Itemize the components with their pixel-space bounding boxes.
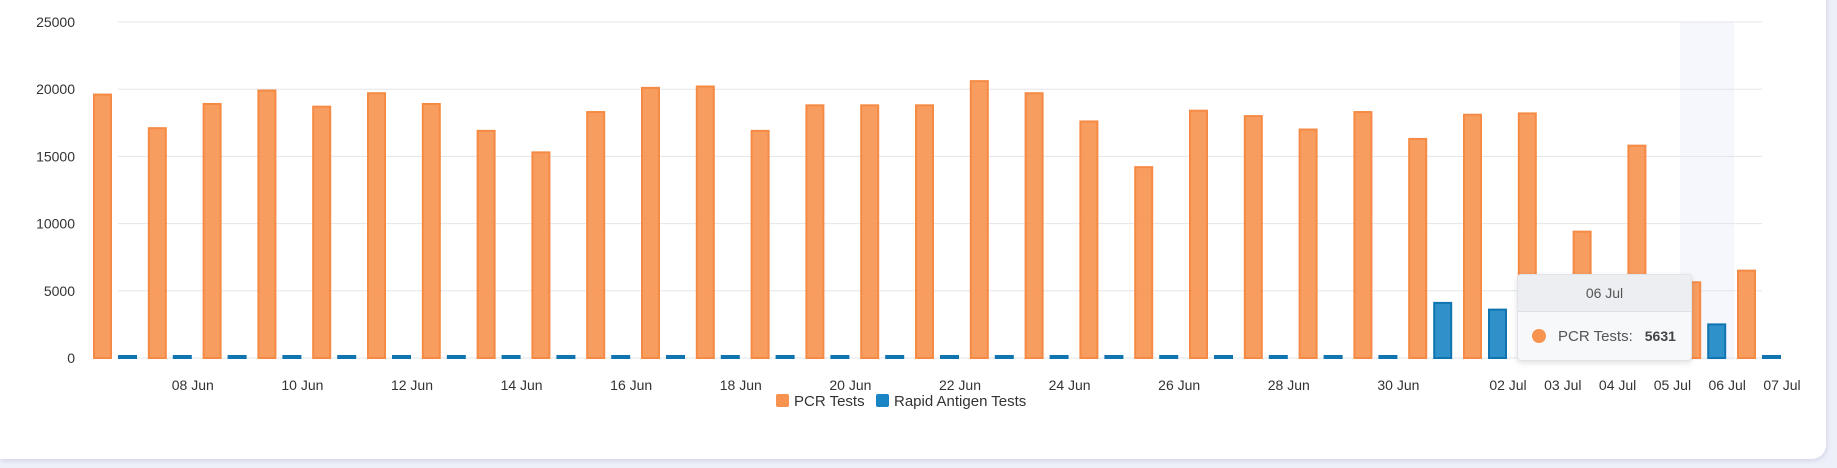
- rapid-bar-07-jun[interactable]: [118, 354, 137, 360]
- rapid-bar-28-jun[interactable]: [1268, 354, 1288, 360]
- pcr-bar-07-jun[interactable]: [93, 93, 112, 360]
- rapid-bar-17-jun[interactable]: [666, 354, 685, 360]
- rapid-bar-26-jun[interactable]: [1159, 354, 1179, 360]
- pcr-bar-12-jun[interactable]: [367, 92, 386, 360]
- x-tick-label: 08 Jun: [172, 377, 214, 393]
- x-tick-label: 16 Jun: [610, 377, 652, 393]
- y-tick-label: 10000: [36, 216, 75, 232]
- x-tick-label: 04 Jul: [1599, 377, 1636, 393]
- pcr-bar-26-jun[interactable]: [1134, 166, 1154, 359]
- x-tick-label: 10 Jun: [281, 377, 323, 393]
- pcr-bar-14-jun[interactable]: [476, 129, 496, 359]
- pcr-bar-15-jun[interactable]: [531, 151, 551, 359]
- pcr-bar-10-jun[interactable]: [257, 89, 277, 359]
- rapid-bar-18-jun[interactable]: [720, 354, 740, 360]
- rapid-bar-22-jun[interactable]: [940, 354, 959, 360]
- tooltip-value: 5631: [1644, 328, 1676, 344]
- rapid-bar-12-jun[interactable]: [392, 354, 411, 360]
- y-tick-label: 15000: [36, 148, 75, 164]
- pcr-bar-13-jun[interactable]: [421, 102, 441, 360]
- rapid-bar-11-jun[interactable]: [337, 354, 357, 360]
- x-tick-label: 05 Jul: [1654, 377, 1691, 393]
- x-tick-label: 02 Jul: [1489, 377, 1526, 393]
- x-tick-label: 06 Jul: [1709, 377, 1746, 393]
- x-tick-label: 30 Jun: [1377, 377, 1419, 393]
- tooltip-series-label: PCR Tests:: [1558, 327, 1633, 345]
- pcr-bar-27-jun[interactable]: [1189, 109, 1208, 360]
- pcr-bar-24-jun[interactable]: [1024, 92, 1044, 360]
- x-tick-label: 20 Jun: [829, 377, 871, 393]
- rapid-bar-15-jun[interactable]: [556, 354, 576, 360]
- pcr-bar-11-jun[interactable]: [312, 105, 332, 359]
- pcr-bar-09-jun[interactable]: [202, 102, 222, 360]
- pcr-bar-30-jun[interactable]: [1353, 111, 1373, 359]
- pcr-bar-18-jun[interactable]: [695, 85, 715, 360]
- x-tick-label: 14 Jun: [501, 377, 543, 393]
- y-tick-label: 5000: [44, 283, 75, 299]
- pcr-bar-01-jul[interactable]: [1408, 137, 1428, 359]
- rapid-bar-07-jul[interactable]: [1762, 354, 1781, 360]
- rapid-bar-14-jun[interactable]: [501, 354, 521, 360]
- x-tick-label: 12 Jun: [391, 377, 433, 393]
- pcr-bar-28-jun[interactable]: [1243, 115, 1263, 359]
- rapid-bar-02-jul[interactable]: [1488, 308, 1507, 359]
- pcr-bar-22-jun[interactable]: [915, 104, 934, 359]
- rapid-bar-10-jun[interactable]: [282, 354, 302, 360]
- x-tick-label: 28 Jun: [1268, 377, 1310, 393]
- rapid-bar-27-jun[interactable]: [1214, 354, 1233, 360]
- pcr-bar-20-jun[interactable]: [805, 104, 825, 359]
- legend-swatch-pcr[interactable]: [776, 394, 789, 407]
- rapid-bar-09-jun[interactable]: [227, 354, 247, 360]
- pcr-bar-29-jun[interactable]: [1298, 128, 1318, 359]
- rapid-bar-19-jun[interactable]: [775, 354, 795, 360]
- rapid-bar-01-jul[interactable]: [1433, 301, 1453, 359]
- rapid-bar-13-jun[interactable]: [446, 354, 466, 360]
- pcr-bar-19-jun[interactable]: [750, 129, 770, 359]
- rapid-bar-08-jun[interactable]: [172, 354, 192, 360]
- rapid-bar-06-jul[interactable]: [1707, 323, 1727, 359]
- legend-label-rapid[interactable]: Rapid Antigen Tests: [894, 393, 1026, 410]
- rapid-bar-16-jun[interactable]: [611, 354, 631, 360]
- rapid-bar-25-jun[interactable]: [1104, 354, 1124, 360]
- pcr-bar-16-jun[interactable]: [586, 111, 606, 359]
- rapid-bar-21-jun[interactable]: [885, 354, 905, 360]
- rapid-bar-24-jun[interactable]: [1049, 354, 1069, 360]
- legend-swatch-rapid[interactable]: [876, 394, 889, 407]
- x-tick-label: 07 Jul: [1763, 377, 1800, 393]
- x-tick-label: 22 Jun: [939, 377, 981, 393]
- pcr-bar-23-jun[interactable]: [969, 80, 989, 360]
- pcr-bar-02-jul[interactable]: [1463, 113, 1482, 359]
- x-tick-label: 24 Jun: [1049, 377, 1091, 393]
- pcr-bar-08-jun[interactable]: [147, 127, 167, 359]
- legend-label-pcr[interactable]: PCR Tests: [794, 393, 865, 410]
- pcr-bar-21-jun[interactable]: [860, 104, 880, 359]
- tooltip-header: 06 Jul: [1518, 275, 1691, 312]
- x-tick-label: 26 Jun: [1158, 377, 1200, 393]
- tooltip-body: PCR Tests: 5631: [1518, 312, 1691, 360]
- y-tick-label: 20000: [36, 81, 75, 97]
- pcr-bar-25-jun[interactable]: [1079, 120, 1099, 360]
- x-tick-label: 03 Jul: [1544, 377, 1581, 393]
- x-tick-label: 18 Jun: [720, 377, 762, 393]
- rapid-bar-29-jun[interactable]: [1323, 354, 1343, 360]
- chart-tooltip: 06 Jul PCR Tests: 5631: [1517, 274, 1692, 361]
- tooltip-series-marker: [1532, 329, 1546, 343]
- pcr-bar-07-jul[interactable]: [1737, 269, 1756, 360]
- rapid-bar-23-jun[interactable]: [994, 354, 1014, 360]
- y-tick-label: 0: [67, 350, 75, 366]
- rapid-bar-20-jun[interactable]: [830, 354, 850, 360]
- pcr-bar-17-jun[interactable]: [641, 86, 660, 360]
- y-tick-label: 25000: [36, 14, 75, 30]
- rapid-bar-30-jun[interactable]: [1378, 354, 1398, 360]
